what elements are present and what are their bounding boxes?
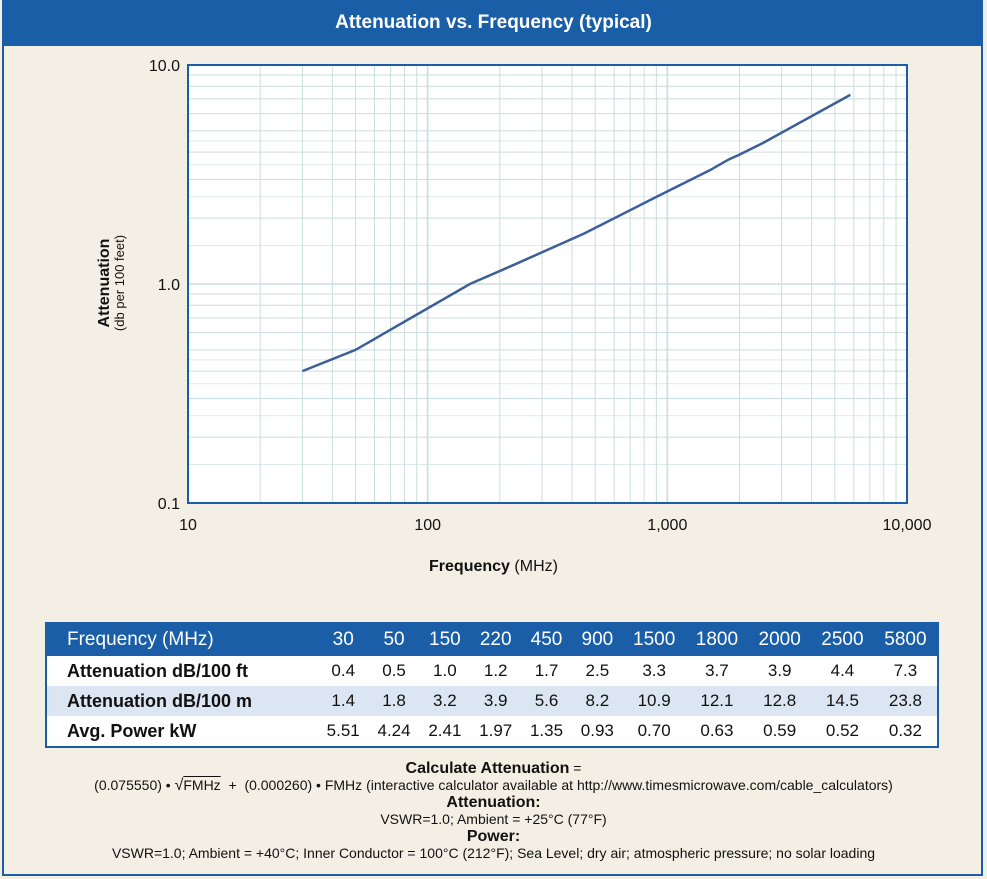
calc-note: (interactive calculator available at htt…: [366, 777, 893, 793]
notes: Calculate Attenuation = (0.075550) • √FM…: [0, 760, 987, 862]
calc-plus: +: [228, 777, 237, 793]
table-cell: 5.51: [317, 716, 369, 747]
y-tick-label: 0.1: [158, 496, 180, 513]
table-cell: 3.9: [748, 656, 812, 686]
table-cell: 0.70: [622, 716, 686, 747]
table-cell: 0.5: [368, 656, 420, 686]
table-cell: 5.6: [521, 686, 572, 716]
calc-equals: =: [573, 760, 582, 776]
table-cell: 1.8: [368, 686, 420, 716]
table-cell: 8.2: [571, 686, 623, 716]
y-axis-unit: (db per 100 feet): [112, 234, 127, 332]
x-tick-label: 1,000: [647, 517, 687, 534]
series-line: [301, 93, 851, 373]
table-cell: 2.41: [419, 716, 471, 747]
table-cell: 0.32: [873, 716, 938, 747]
y-tick-label: 1.0: [158, 277, 180, 294]
spec-table: Frequency (MHz) 30 50 150 220 450 900 1500 1800…: [45, 622, 939, 748]
x-tick-label: 10,000: [883, 517, 932, 534]
table-cell: 2.5: [571, 656, 623, 686]
table-cell: 0.52: [811, 716, 874, 747]
table-cell: 3.7: [685, 656, 749, 686]
table-header-frequency: 50: [368, 623, 420, 656]
power-conditions: VSWR=1.0; Ambient = +40°C; Inner Conduct…: [111, 845, 876, 861]
sqrt-icon: √: [174, 777, 184, 794]
attenuation-heading: Attenuation:: [446, 794, 541, 811]
y-axis-title: Attenuation: [96, 238, 113, 328]
table-cell: 0.4: [317, 656, 369, 686]
calc-formula: (0.075550) • √FMHz + (0.000260) • FMHz (…: [0, 777, 987, 794]
table-cell: 10.9: [622, 686, 686, 716]
table-cell: 3.3: [622, 656, 686, 686]
calc-var2: FMHz: [324, 777, 363, 793]
table-header-frequency: 150: [419, 623, 471, 656]
attenuation-conditions: VSWR=1.0; Ambient = +25°C (77°F): [380, 811, 607, 827]
x-tick-label: 100: [414, 517, 441, 534]
table-header-frequency: 1500: [622, 623, 686, 656]
x-axis-label: Frequency (MHz): [0, 558, 987, 576]
table-row: Attenuation dB/100 ft 0.4 0.5 1.0 1.2 1.7 2.5 3…: [46, 656, 938, 686]
table-header-row: Frequency (MHz) 30 50 150 220 450 900 1500 1800…: [46, 623, 938, 656]
table-cell: 1.97: [470, 716, 522, 747]
table-cell: 0.63: [685, 716, 749, 747]
table-row-label: Attenuation dB/100 ft: [46, 656, 318, 686]
table-cell: 1.2: [470, 656, 522, 686]
table-cell: 4.24: [368, 716, 420, 747]
table-cell: 12.1: [685, 686, 749, 716]
y-tick-label: 10.0: [149, 58, 180, 75]
calc-sqrt-var: FMHz: [183, 777, 221, 793]
table-body: Attenuation dB/100 ft 0.4 0.5 1.0 1.2 1.7 2.5 3…: [46, 656, 938, 747]
table-cell: 1.0: [419, 656, 471, 686]
table-header-frequency: 1800: [685, 623, 749, 656]
table-row: Attenuation dB/100 m 1.4 1.8 3.2 3.9 5.6 8.2 10…: [46, 686, 938, 716]
grid: [187, 65, 907, 504]
table-cell: 14.5: [811, 686, 874, 716]
table-header-frequency: 900: [571, 623, 623, 656]
plot-border: [187, 64, 908, 504]
table-header-frequency: 2500: [811, 623, 874, 656]
calc-coef1: (0.075550) •: [94, 777, 171, 793]
table-cell: 0.93: [571, 716, 623, 747]
chart-title: Attenuation vs. Frequency (typical): [4, 0, 983, 46]
table-cell: 3.2: [419, 686, 471, 716]
table-header-frequency: 450: [521, 623, 572, 656]
table-cell: 4.4: [811, 656, 874, 686]
table-cell: 23.8: [873, 686, 938, 716]
table-header-label: Frequency (MHz): [46, 623, 318, 656]
table-cell: 12.8: [748, 686, 812, 716]
y-axis-label: Attenuation (db per 100 feet): [96, 234, 127, 332]
table-cell: 1.4: [317, 686, 369, 716]
x-tick-labels: 10 100 1,000 10,000: [179, 517, 931, 534]
table-header-frequency: 2000: [748, 623, 812, 656]
table-cell: 1.35: [521, 716, 572, 747]
table-row: Avg. Power kW 5.51 4.24 2.41 1.97 1.35 0.93 0.7…: [46, 716, 938, 747]
table-header-frequency: 5800: [873, 623, 938, 656]
table-header-frequency: 220: [470, 623, 522, 656]
table-cell: 7.3: [873, 656, 938, 686]
y-tick-labels: 10.0 1.0 0.1: [149, 58, 180, 513]
table-row-label: Avg. Power kW: [46, 716, 318, 747]
x-axis-title: Frequency: [429, 558, 510, 575]
table-row-label: Attenuation dB/100 m: [46, 686, 318, 716]
calc-coef2: (0.000260) •: [244, 777, 321, 793]
x-tick-label: 10: [179, 517, 197, 534]
table-cell: 1.7: [521, 656, 572, 686]
calc-heading: Calculate Attenuation: [405, 760, 570, 777]
power-heading: Power:: [466, 828, 521, 845]
table-header-frequency: 30: [317, 623, 369, 656]
table-cell: 3.9: [470, 686, 522, 716]
x-axis-unit: (MHz): [514, 558, 558, 575]
table-cell: 0.59: [748, 716, 812, 747]
attenuation-chart: 10 100 1,000 10,000 10.0 1.0 0.1: [149, 58, 932, 534]
